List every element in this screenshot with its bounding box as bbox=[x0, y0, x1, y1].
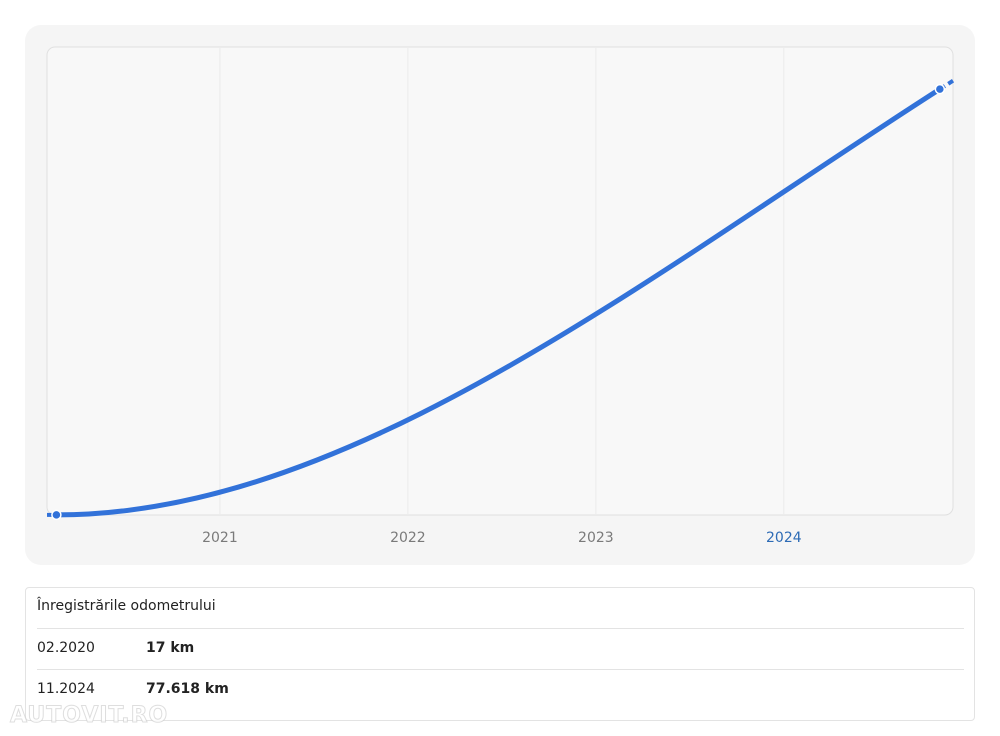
data-point bbox=[934, 83, 946, 95]
plot-area bbox=[46, 46, 954, 516]
odometer-line bbox=[53, 86, 943, 518]
x-tick-label: 2023 bbox=[578, 530, 614, 546]
table-title: Înregistrările odometrului bbox=[37, 598, 216, 614]
table-row: 11.2024 77.618 km bbox=[37, 669, 964, 710]
table-row: 02.2020 17 km bbox=[37, 628, 964, 669]
x-tick-label: 2024 bbox=[766, 530, 802, 546]
row-date: 11.2024 bbox=[37, 681, 95, 697]
data-point bbox=[51, 509, 62, 521]
x-tick-label: 2021 bbox=[202, 530, 238, 546]
row-date: 02.2020 bbox=[37, 640, 95, 656]
row-km: 77.618 km bbox=[146, 681, 229, 697]
row-km: 17 km bbox=[146, 640, 195, 656]
watermark: AUTOVIT.RO bbox=[9, 703, 169, 729]
x-tick-label: 2022 bbox=[390, 530, 426, 546]
odometer-table: Înregistrările odometrului 02.2020 17 km… bbox=[25, 587, 975, 721]
